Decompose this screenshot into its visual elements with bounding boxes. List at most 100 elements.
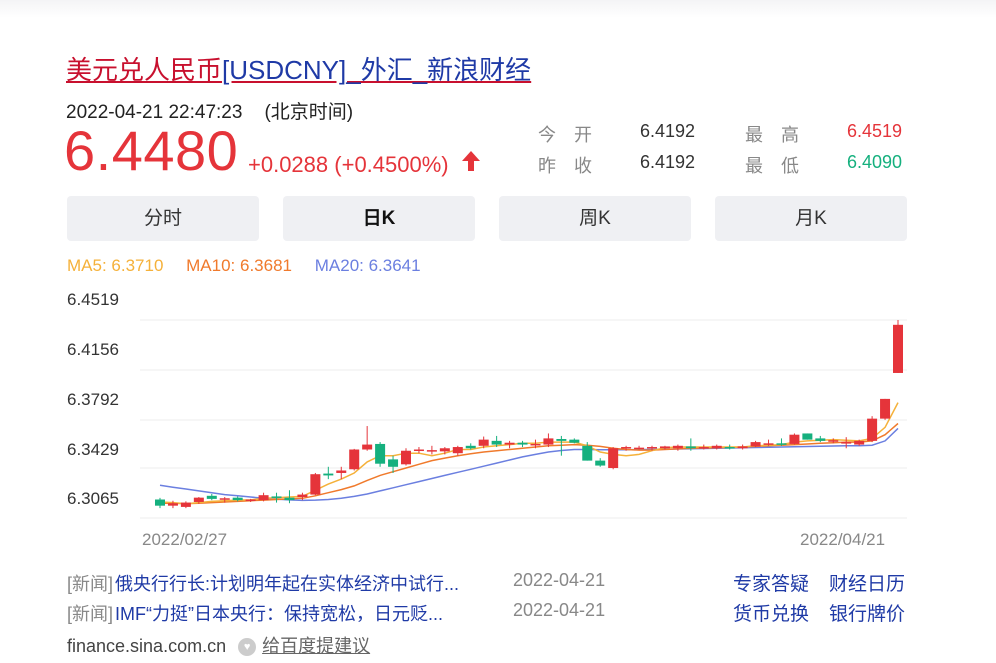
- link-finance-calendar[interactable]: 财经日历: [829, 574, 906, 595]
- candle-body: [724, 447, 735, 449]
- x-tick-label: 2022/04/21: [800, 530, 886, 549]
- link-expert-qa[interactable]: 专家答疑: [733, 574, 810, 595]
- open-value: 6.4192: [640, 121, 696, 141]
- candle-body: [711, 445, 722, 449]
- candle-body: [595, 460, 606, 466]
- footer: finance.sina.com.cn ♥ 给百度提建议: [67, 632, 370, 658]
- candle-body: [543, 438, 554, 445]
- x-tick-label: 2022/02/27: [142, 530, 228, 549]
- candle-body: [517, 442, 528, 445]
- ma10-label: MA10: 6.3681: [186, 256, 292, 275]
- y-tick-label: 6.3429: [67, 440, 119, 459]
- candle-body: [491, 440, 502, 445]
- candle-body: [815, 438, 826, 441]
- stat-open: 今开: [538, 121, 610, 147]
- candle-body: [621, 447, 632, 449]
- news-tag: [新闻]: [67, 604, 114, 624]
- ma10-line: [160, 422, 899, 505]
- candle-body: [323, 473, 334, 476]
- tab-intraday[interactable]: 分时: [67, 196, 259, 241]
- news-date: 2022-04-21: [513, 570, 606, 590]
- high-label: 最高: [745, 125, 817, 145]
- candle-body: [388, 459, 399, 467]
- stat-high: 最高: [745, 121, 817, 147]
- candle-body: [763, 443, 774, 445]
- ma5-line: [159, 402, 899, 505]
- tab-daily-k[interactable]: 日K: [283, 196, 475, 241]
- candle-body: [789, 434, 800, 444]
- candle-body: [284, 497, 295, 501]
- candle-body: [439, 448, 450, 452]
- candle-body: [659, 446, 670, 449]
- candle-body: [452, 447, 463, 454]
- candle-body: [698, 447, 709, 449]
- candle-body: [310, 474, 321, 495]
- feedback-link[interactable]: 给百度提建议: [262, 636, 371, 656]
- candle-body: [880, 398, 891, 419]
- candle-body: [556, 439, 567, 441]
- up-arrow-icon: [461, 150, 481, 178]
- news-link[interactable]: 俄央行行长:计划明年起在实体经济中试行...: [115, 574, 460, 594]
- ma20-line: [159, 427, 899, 502]
- period-tabs: 分时 日K 周K 月K: [67, 196, 907, 241]
- news-item[interactable]: [新闻] 俄央行行长:计划明年起在实体经济中试行... 2022-04-21: [67, 570, 605, 596]
- timestamp: 2022-04-21 22:47:23 (北京时间): [66, 97, 353, 124]
- high-value: 6.4519: [847, 121, 903, 141]
- candle-body: [582, 445, 593, 461]
- candle-body: [530, 443, 541, 446]
- candle-body: [647, 447, 657, 449]
- candle-body: [426, 450, 437, 452]
- candle-body: [802, 433, 813, 440]
- candle-body: [478, 439, 489, 446]
- candle-body: [608, 448, 619, 469]
- candle-body: [504, 442, 515, 445]
- candle-body: [569, 439, 580, 443]
- candle-body: [672, 445, 683, 449]
- candle-body: [193, 497, 204, 502]
- news-date: 2022-04-21: [513, 600, 606, 620]
- tab-weekly-k[interactable]: 周K: [499, 196, 691, 241]
- page-title[interactable]: 美元兑人民币[USDCNY]_外汇_新浪财经: [66, 50, 531, 87]
- candle-body: [401, 450, 411, 465]
- stat-low: 最低: [745, 152, 817, 178]
- candle-body: [206, 495, 217, 499]
- candle-body: [465, 445, 476, 449]
- candle-body: [297, 494, 308, 498]
- ma20-label: MA20: 6.3641: [314, 256, 421, 275]
- y-tick-label: 6.3792: [67, 390, 119, 409]
- y-tick-label: 6.3065: [67, 489, 119, 508]
- news-item[interactable]: [新闻] IMF“力挺”日本央行：保持宽松，日元贬... 2022-04-21: [67, 600, 605, 626]
- link-bank-rates[interactable]: 银行牌价: [829, 604, 906, 625]
- candle-body: [232, 497, 243, 501]
- candle-body: [685, 446, 696, 449]
- title-main[interactable]: 美元兑人民币: [66, 55, 223, 85]
- candle-body: [167, 503, 178, 506]
- stat-prev-close: 昨收: [538, 152, 610, 178]
- candle-body: [219, 498, 230, 500]
- candle-body: [828, 440, 839, 442]
- candle-body: [776, 443, 787, 445]
- prev-close-value: 6.4192: [640, 152, 696, 172]
- low-label: 最低: [745, 156, 817, 176]
- ma5-label: MA5: 6.3710: [67, 256, 164, 275]
- tab-monthly-k[interactable]: 月K: [715, 196, 907, 241]
- news-link[interactable]: IMF“力挺”日本央行：保持宽松，日元贬...: [115, 604, 443, 624]
- y-tick-label: 6.4156: [67, 340, 119, 359]
- candle-body: [375, 443, 386, 464]
- candle-body: [413, 449, 424, 452]
- change-value: +0.0288: [248, 152, 329, 177]
- candle-body: [245, 499, 256, 502]
- candle-body: [271, 496, 282, 498]
- price-change: +0.0288 (+0.4500%): [248, 150, 481, 178]
- candle-body: [362, 444, 373, 450]
- candle-body: [180, 502, 191, 507]
- timezone: (北京时间): [264, 102, 354, 123]
- title-rest[interactable]: [USDCNY]_外汇_新浪财经: [222, 55, 532, 85]
- candle-body: [155, 499, 165, 506]
- candle-body: [867, 418, 878, 441]
- candle-body: [893, 324, 903, 373]
- link-currency-exchange[interactable]: 货币兑换: [733, 604, 810, 625]
- candle-body: [349, 449, 360, 470]
- candle-body: [336, 470, 347, 473]
